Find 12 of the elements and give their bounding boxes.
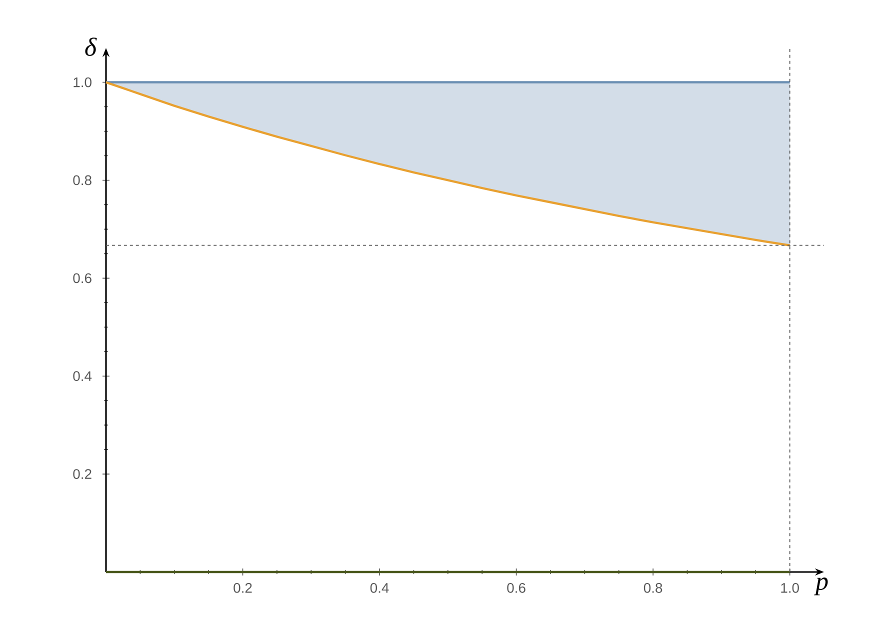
- x-tick-label: 0.8: [644, 582, 662, 593]
- y-tick-label: 0.6: [73, 273, 92, 284]
- x-axis-title: p: [814, 578, 828, 596]
- y-tick-label: 0.2: [73, 469, 92, 479]
- x-tick-label: 1.0: [781, 582, 799, 593]
- y-tick-label: 0.4: [73, 371, 92, 382]
- y-axis-title: δ: [85, 38, 97, 56]
- x-tick-label: 0.6: [507, 582, 526, 593]
- y-tick-label: 1.0: [74, 77, 92, 88]
- x-tick-label: 0.2: [234, 582, 252, 593]
- x-tick-label: 0.4: [370, 582, 389, 593]
- y-tick-label: 0.8: [73, 175, 92, 186]
